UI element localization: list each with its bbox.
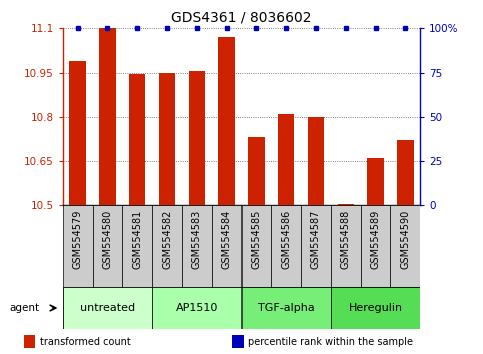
- Text: GSM554585: GSM554585: [251, 209, 261, 269]
- Text: GSM554586: GSM554586: [281, 209, 291, 269]
- Bar: [397, 141, 413, 205]
- Bar: [99, 28, 115, 205]
- Bar: [368, 158, 384, 205]
- Bar: [159, 73, 175, 205]
- Text: GSM554580: GSM554580: [102, 209, 113, 269]
- Bar: [152, 205, 182, 287]
- Text: agent: agent: [10, 303, 40, 313]
- Bar: [331, 205, 361, 287]
- Text: Heregulin: Heregulin: [348, 303, 403, 313]
- Bar: [122, 205, 152, 287]
- Text: GSM554588: GSM554588: [341, 209, 351, 269]
- Text: GSM554584: GSM554584: [222, 209, 232, 269]
- Bar: [189, 71, 205, 205]
- Bar: [242, 287, 331, 329]
- Text: untreated: untreated: [80, 303, 135, 313]
- Bar: [338, 204, 354, 205]
- Bar: [212, 205, 242, 287]
- Bar: [331, 287, 420, 329]
- Bar: [70, 61, 86, 205]
- Bar: [308, 117, 324, 205]
- Text: GSM554582: GSM554582: [162, 209, 172, 269]
- Bar: [390, 205, 420, 287]
- Bar: [182, 205, 212, 287]
- Bar: [301, 205, 331, 287]
- Text: GDS4361 / 8036602: GDS4361 / 8036602: [171, 11, 312, 25]
- Bar: [242, 205, 271, 287]
- Bar: [93, 205, 122, 287]
- Text: TGF-alpha: TGF-alpha: [258, 303, 314, 313]
- Text: GSM554590: GSM554590: [400, 209, 411, 269]
- Bar: [24, 336, 35, 348]
- Bar: [218, 37, 235, 205]
- Text: GSM554587: GSM554587: [311, 209, 321, 269]
- Bar: [271, 205, 301, 287]
- Text: percentile rank within the sample: percentile rank within the sample: [248, 337, 413, 347]
- Text: GSM554583: GSM554583: [192, 209, 202, 269]
- Bar: [361, 205, 390, 287]
- Bar: [278, 114, 294, 205]
- Bar: [63, 205, 93, 287]
- Bar: [152, 287, 242, 329]
- Text: transformed count: transformed count: [40, 337, 130, 347]
- Text: GSM554589: GSM554589: [370, 209, 381, 269]
- Bar: [129, 74, 145, 205]
- Bar: [232, 336, 244, 348]
- Bar: [63, 287, 152, 329]
- Text: AP1510: AP1510: [176, 303, 218, 313]
- Text: GSM554579: GSM554579: [72, 209, 83, 269]
- Text: GSM554581: GSM554581: [132, 209, 142, 269]
- Bar: [248, 137, 265, 205]
